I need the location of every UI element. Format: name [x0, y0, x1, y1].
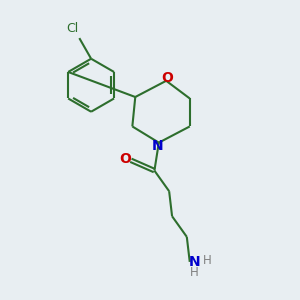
- Text: O: O: [119, 152, 131, 166]
- Text: Cl: Cl: [67, 22, 79, 34]
- Text: N: N: [152, 139, 163, 153]
- Text: H: H: [203, 254, 212, 267]
- Text: O: O: [162, 71, 174, 85]
- Text: N: N: [188, 255, 200, 269]
- Text: H: H: [190, 266, 199, 279]
